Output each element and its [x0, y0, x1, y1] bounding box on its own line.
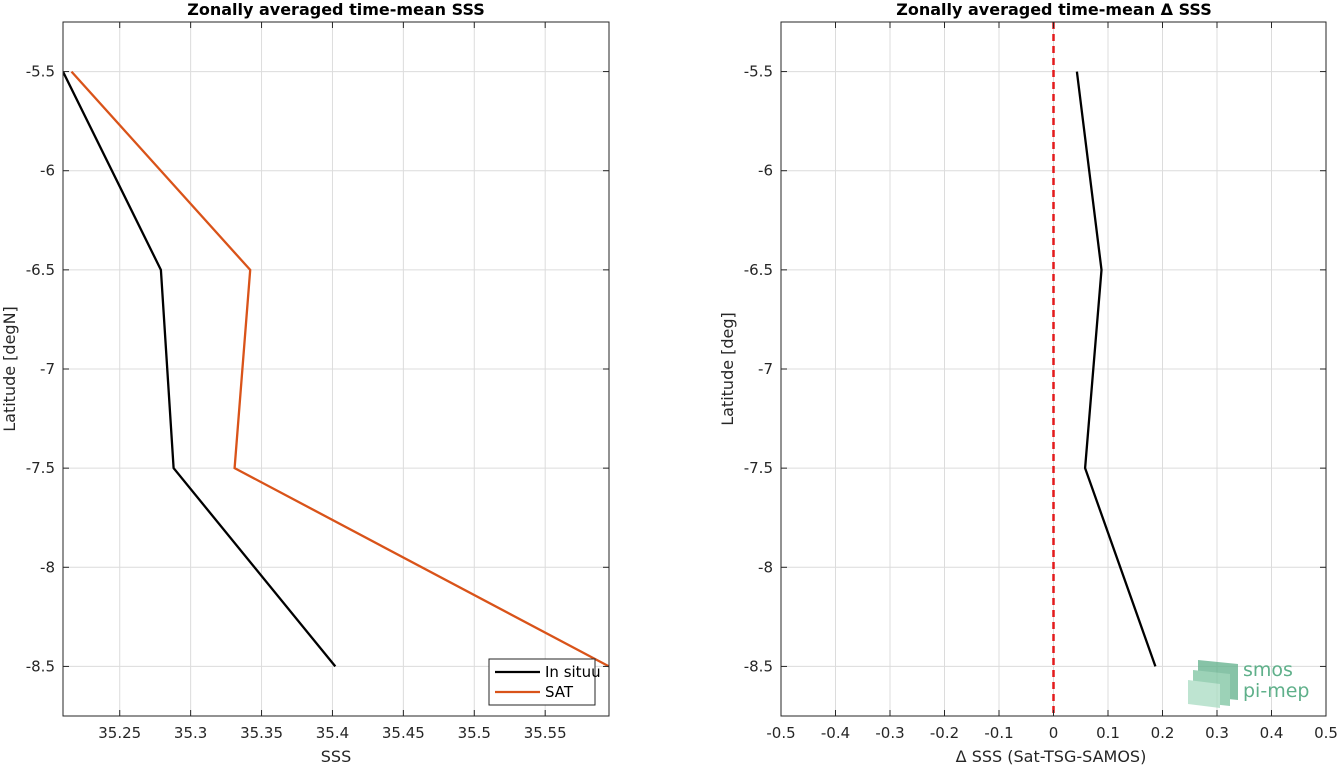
x-tick-label: 0.1: [1096, 724, 1120, 742]
y-tick-label: -6.5: [744, 261, 773, 279]
x-tick-label: -0.5: [766, 724, 795, 742]
y-tick-label: -6: [758, 162, 773, 180]
smos-pi-mep-logo: smos pi-mep: [1188, 659, 1309, 708]
panel2-xlabel: Δ SSS (Sat-TSG-SAMOS): [956, 747, 1147, 765]
sss-panel: Zonally averaged time-mean SSS 35.25 35.3…: [0, 0, 610, 765]
x-tick-label: -0.3: [875, 724, 904, 742]
series-line-1: [70, 70, 609, 668]
series-line-0: [63, 71, 337, 668]
logo-mark-icon: [1188, 660, 1238, 708]
logo-line1: smos: [1243, 659, 1293, 681]
panel1-lines: [63, 70, 609, 668]
x-tick-label: -0.2: [930, 724, 959, 742]
x-tick-label: 35.25: [98, 724, 141, 742]
x-tick-label: 35.45: [382, 724, 425, 742]
panel1-ylabel: Latitude [degN]: [0, 306, 19, 432]
x-tick-label: 0.3: [1205, 724, 1229, 742]
x-tick-label: 0.2: [1151, 724, 1175, 742]
y-tick-label: -7.5: [26, 459, 55, 477]
x-tick-label: 35.55: [524, 724, 567, 742]
y-tick-label: -8.5: [26, 657, 55, 675]
x-tick-label: 0: [1049, 724, 1059, 742]
panel1-ticks: 35.25 35.3 35.35 35.4 35.45 35.5 35.55 -5.5 -6 -6…: [26, 22, 609, 742]
panel2-lines: [1052, 22, 1157, 716]
y-tick-label: -5.5: [26, 63, 55, 81]
panel2-title: Zonally averaged time-mean Δ SSS: [896, 0, 1212, 19]
y-tick-label: -8: [40, 558, 55, 576]
y-tick-label: -7: [40, 360, 55, 378]
y-tick-label: -6: [40, 162, 55, 180]
x-tick-label: 0.4: [1260, 724, 1284, 742]
panel1-xlabel: SSS: [321, 747, 351, 765]
x-tick-label: 35.3: [174, 724, 207, 742]
y-tick-label: -7: [758, 360, 773, 378]
panel2-ylabel: Latitude [deg]: [718, 312, 737, 426]
legend: In situu SAT: [488, 658, 601, 706]
delta-sss-panel: Zonally averaged time-mean Δ SSS -0.5 -0.…: [718, 0, 1338, 765]
series-line-0: [1075, 71, 1157, 667]
y-tick-label: -7.5: [744, 459, 773, 477]
y-tick-label: -8: [758, 558, 773, 576]
logo-line2: pi-mep: [1243, 680, 1309, 702]
x-tick-label: 35.5: [458, 724, 491, 742]
panel1-title: Zonally averaged time-mean SSS: [187, 0, 485, 19]
legend-label-sat: SAT: [545, 683, 574, 701]
y-tick-label: -8.5: [744, 657, 773, 675]
legend-label-insitu: In situu: [545, 663, 601, 681]
y-tick-label: -6.5: [26, 261, 55, 279]
panel2-ticks: -0.5 -0.4 -0.3 -0.2 -0.1 0 0.1 0.2 0.3 0.4 0.5 -5.5…: [744, 22, 1338, 742]
x-tick-label: 0.5: [1314, 724, 1338, 742]
x-tick-label: -0.4: [821, 724, 850, 742]
x-tick-label: 35.4: [316, 724, 349, 742]
panel1-grid: [63, 22, 609, 716]
x-tick-label: -0.1: [984, 724, 1013, 742]
y-tick-label: -5.5: [744, 63, 773, 81]
x-tick-label: 35.35: [240, 724, 283, 742]
legend-box: [488, 658, 596, 706]
